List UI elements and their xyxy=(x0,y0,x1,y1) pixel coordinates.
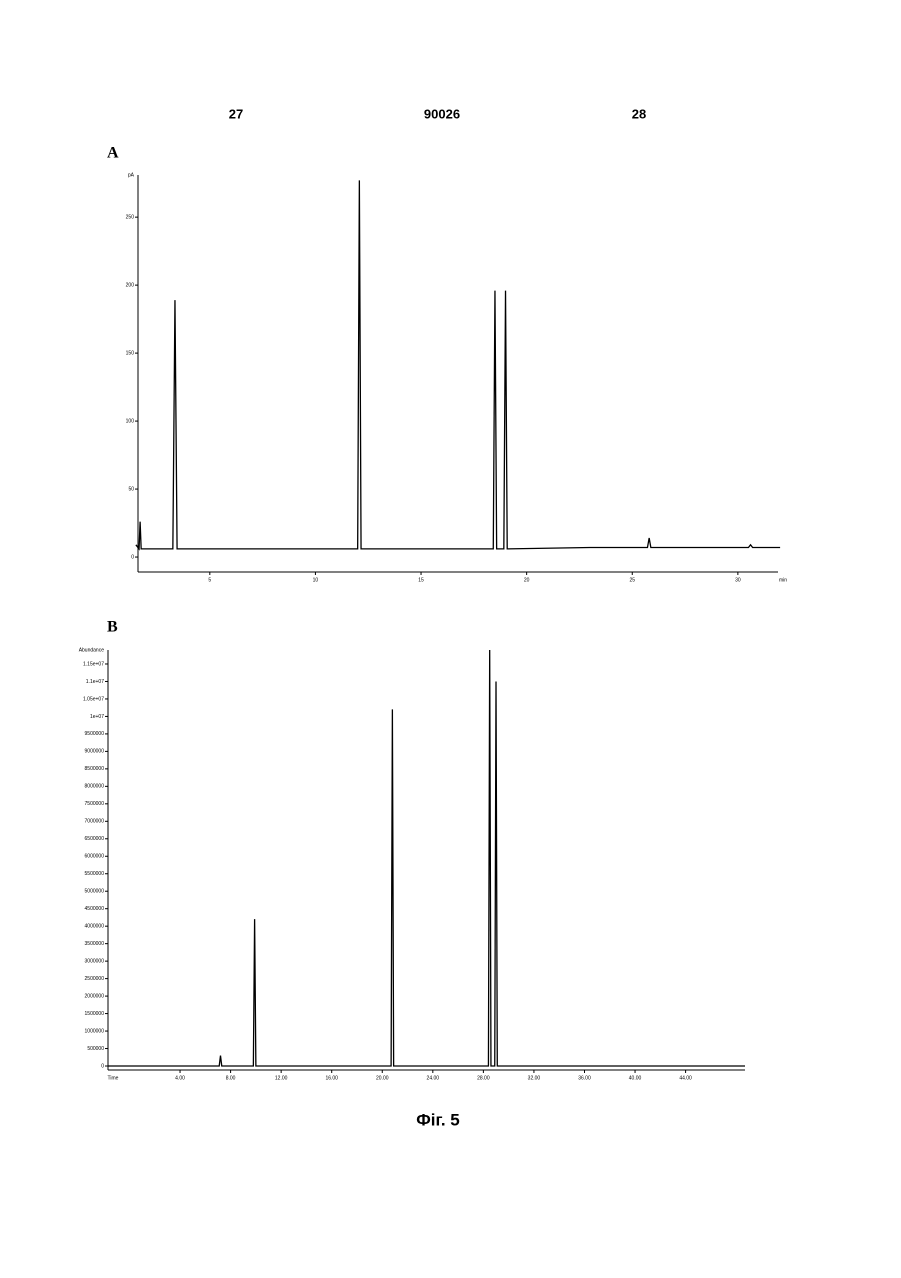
x-tick-label: 12.00 xyxy=(275,1075,288,1081)
x-tick-label: 20.00 xyxy=(376,1075,389,1081)
y-tick-label: 200 xyxy=(126,282,135,288)
chromatogram-trace xyxy=(136,180,780,548)
x-tick-label: 10 xyxy=(313,577,319,583)
y-tick-label: 6000000 xyxy=(85,854,105,860)
x-tick-label: 5 xyxy=(208,577,211,583)
y-tick-label: 6500000 xyxy=(85,836,105,842)
y-tick-label: 2000000 xyxy=(85,993,105,999)
x-tick-label: 32.00 xyxy=(528,1075,541,1081)
y-tick-label: 2500000 xyxy=(85,976,105,982)
y-tick-label: 4500000 xyxy=(85,906,105,912)
y-tick-label: 3500000 xyxy=(85,941,105,947)
x-axis-label: min xyxy=(779,577,787,583)
y-tick-label: 4000000 xyxy=(85,924,105,930)
y-tick-label: 100 xyxy=(126,418,135,424)
x-tick-label: 25 xyxy=(629,577,635,583)
y-tick-label: 8000000 xyxy=(85,784,105,790)
y-tick-label: 7500000 xyxy=(85,801,105,807)
x-tick-label: 40.00 xyxy=(629,1075,642,1081)
y-tick-label: 7000000 xyxy=(85,819,105,825)
y-tick-label: 9500000 xyxy=(85,731,105,737)
x-tick-label: 8.00 xyxy=(226,1075,236,1081)
x-tick-label: 4.00 xyxy=(175,1075,185,1081)
y-tick-label: 9000000 xyxy=(85,749,105,755)
y-axis-label: pA xyxy=(128,172,135,178)
x-tick-label: 44.00 xyxy=(679,1075,692,1081)
x-tick-label: 24.00 xyxy=(427,1075,440,1081)
y-tick-label: 3000000 xyxy=(85,958,105,964)
patent-number: 90026 xyxy=(424,106,460,121)
figure-caption: Фіг. 5 xyxy=(416,1110,460,1129)
y-tick-label: 5500000 xyxy=(85,871,105,877)
y-tick-label: 1.15e+07 xyxy=(83,661,104,667)
y-tick-label: 50 xyxy=(128,486,134,492)
y-tick-label: 1500000 xyxy=(85,1011,105,1017)
y-tick-label: 250 xyxy=(126,214,135,220)
chromatogram-trace xyxy=(108,650,745,1066)
x-tick-label: 28.00 xyxy=(477,1075,490,1081)
y-tick-label: 1e+07 xyxy=(90,714,104,720)
x-tick-label: 30 xyxy=(735,577,741,583)
y-axis-label: Abundance xyxy=(79,647,105,653)
panel-label: A xyxy=(107,145,119,162)
x-tick-label: 36.00 xyxy=(578,1075,591,1081)
y-tick-label: 1.05e+07 xyxy=(83,696,104,702)
y-tick-label: 8500000 xyxy=(85,766,105,772)
y-tick-label: 0 xyxy=(101,1063,104,1069)
y-tick-label: 150 xyxy=(126,350,135,356)
y-tick-label: 500000 xyxy=(87,1046,104,1052)
x-tick-label: 20 xyxy=(524,577,530,583)
panel-label: B xyxy=(107,619,118,636)
x-tick-label: 16.00 xyxy=(325,1075,338,1081)
x-axis-label: Time xyxy=(108,1075,119,1081)
y-tick-label: 1.1e+07 xyxy=(86,679,104,685)
page-number-right: 28 xyxy=(632,106,646,121)
y-tick-label: 0 xyxy=(131,554,134,560)
y-tick-label: 1000000 xyxy=(85,1028,105,1034)
y-tick-label: 5000000 xyxy=(85,889,105,895)
page: 27 90026 28 A B Фіг. 5 05010015020025051… xyxy=(0,0,901,1273)
page-number-left: 27 xyxy=(229,106,243,121)
x-tick-label: 15 xyxy=(418,577,424,583)
